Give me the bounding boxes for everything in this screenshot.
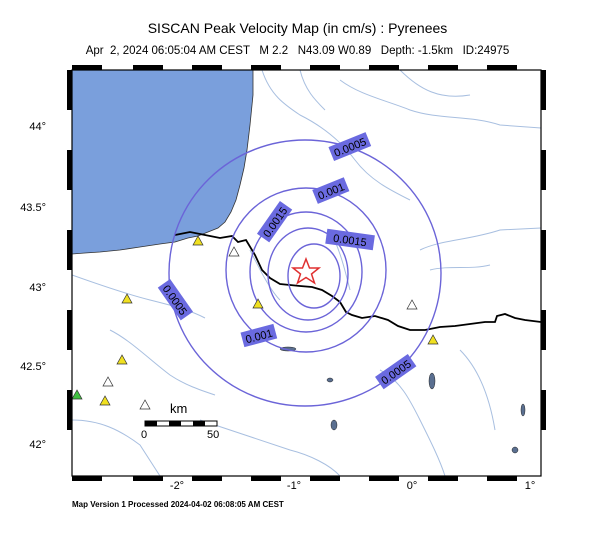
y-tick-label: 43° [29,282,46,294]
y-tick-label: 42.5° [20,361,46,373]
station-marker [406,299,418,310]
rivers [72,70,541,476]
station-marker [192,235,204,246]
station-marker [228,246,240,257]
station-marker [116,354,128,365]
x-tick-label: 0° [406,480,418,492]
stations [72,235,439,410]
y-tick-label: 44° [29,121,46,133]
scale-title: km [170,401,188,416]
map-title: SISCAN Peak Velocity Map (in cm/s) : Pyr… [147,20,448,36]
y-tick-label: 42° [29,439,46,451]
station-marker [121,293,133,304]
map-subtitle: Apr 2, 2024 06:05:04 AM CEST M 2.2 N43.0… [85,45,510,57]
x-tick-label: -2° [169,480,185,492]
processing-footer: Map Version 1 Processed 2024-04-02 06:08… [72,500,284,509]
scale-bar [144,420,218,427]
station-marker [99,395,111,406]
contour-label: 0.0015 [332,233,367,250]
station-marker [139,399,151,410]
station-marker [427,334,439,345]
epicenter-star [290,256,322,285]
lakes [279,346,526,454]
x-tick-label: 1° [524,480,536,492]
country-border [174,231,541,331]
y-tick-label: 43.5° [20,202,46,214]
scale-end-label: 50 [207,429,220,441]
sea-area [72,70,254,255]
scale-start-label: 0 [141,429,148,441]
station-marker [252,298,264,309]
x-tick-label: -1° [286,480,302,492]
map-frame [67,65,546,481]
station-marker [102,376,114,387]
station-marker [72,389,83,400]
velocity-contours [168,139,442,407]
